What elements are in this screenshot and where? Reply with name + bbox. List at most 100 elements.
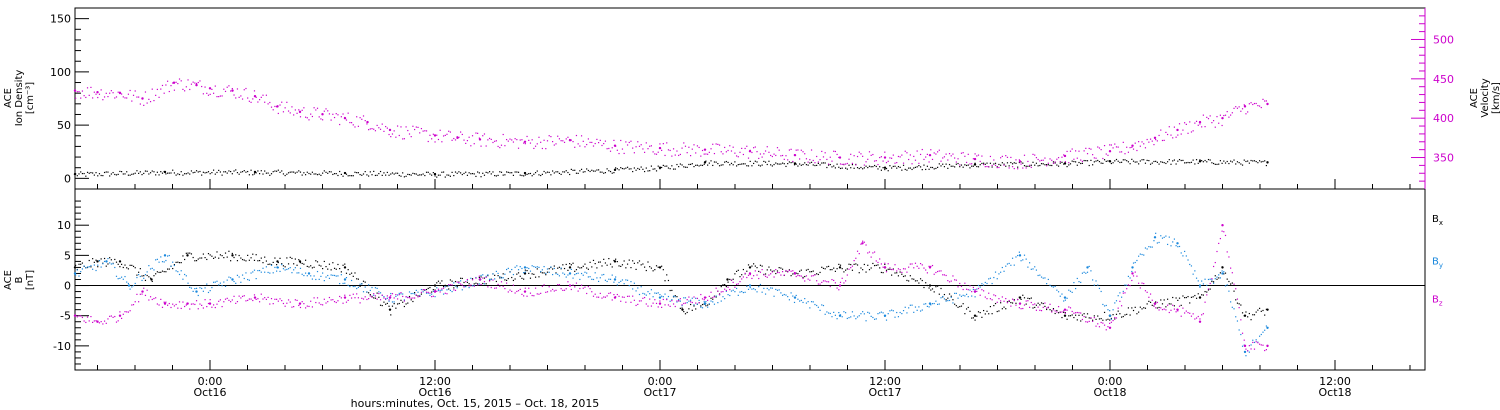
- density-series-sample: [940, 165, 942, 167]
- bz-series-point: [1063, 308, 1067, 311]
- bx-series-sample: [245, 260, 247, 262]
- by-series-sample: [90, 265, 92, 267]
- bz-series-sample: [659, 300, 661, 302]
- velocity-series-sample: [867, 158, 869, 160]
- velocity-series-sample: [120, 93, 123, 95]
- by-series-sample: [100, 266, 102, 268]
- velocity-series-sample: [662, 143, 664, 145]
- by-series-sample: [296, 272, 298, 274]
- by-series-sample: [989, 277, 992, 279]
- bx-series-sample: [224, 252, 227, 254]
- bz-series-sample: [98, 322, 101, 324]
- velocity-series-sample: [88, 94, 90, 96]
- density-series-sample: [826, 166, 828, 169]
- bx-series-point: [150, 278, 153, 281]
- bz-series-sample: [834, 282, 836, 284]
- bx-series-sample: [882, 272, 884, 274]
- bx-series-sample: [724, 283, 726, 286]
- velocity-series-sample: [652, 151, 654, 153]
- bx-series-sample: [354, 272, 356, 274]
- bx-series-sample: [81, 262, 84, 264]
- density-series-sample: [1197, 162, 1199, 164]
- by-series-sample: [195, 287, 198, 289]
- bx-series-sample: [972, 317, 974, 319]
- bx-series-sample: [281, 263, 283, 265]
- bz-series-sample: [577, 290, 579, 292]
- bz-series-sample: [398, 294, 400, 296]
- by-series-sample: [1182, 255, 1184, 257]
- velocity-series-sample: [1265, 100, 1267, 102]
- velocity-series-sample: [940, 160, 942, 162]
- bx-series-sample: [1081, 314, 1084, 316]
- density-series-sample: [892, 165, 894, 168]
- bz-series-sample: [202, 307, 204, 309]
- bz-series-sample: [238, 295, 240, 297]
- density-series-sample: [764, 161, 767, 163]
- by-series-sample: [1160, 235, 1162, 237]
- density-series-sample: [1149, 163, 1152, 165]
- velocity-series-sample: [1241, 108, 1244, 110]
- velocity-series-sample: [412, 125, 414, 127]
- velocity-series-sample: [1168, 126, 1170, 128]
- by-series-sample: [1184, 250, 1186, 253]
- bottom-panel-frame: [74, 188, 1426, 371]
- by-series-sample: [105, 260, 107, 262]
- by-series-sample: [959, 294, 961, 296]
- bz-series-sample: [615, 296, 617, 298]
- bx-series-sample: [177, 261, 179, 263]
- velocity-series-sample: [202, 93, 204, 95]
- bx-series-sample: [1095, 318, 1097, 320]
- by-series-sample: [1001, 266, 1003, 269]
- density-series-sample: [642, 168, 644, 170]
- bx-series-sample: [328, 263, 331, 265]
- density-series-sample: [998, 163, 1000, 166]
- by-series-sample: [1044, 277, 1046, 279]
- velocity-series-sample: [408, 133, 411, 135]
- bx-series-sample: [488, 279, 491, 281]
- bz-series-sample: [955, 279, 957, 281]
- density-series-sample: [1006, 162, 1009, 164]
- bz-series-sample: [655, 302, 658, 305]
- bx-series-sample: [1177, 299, 1179, 301]
- by-series-sample: [621, 279, 624, 281]
- by-series-sample: [781, 294, 784, 296]
- density-series-sample: [805, 164, 808, 166]
- bz-series-sample: [189, 308, 191, 310]
- bz-series-sample: [701, 298, 704, 300]
- density-series-sample: [470, 173, 472, 175]
- bz-series-sample: [623, 296, 625, 298]
- bz-series-sample: [1092, 320, 1094, 323]
- bz-series-sample: [1109, 322, 1111, 324]
- velocity-series-sample: [303, 107, 305, 109]
- velocity-series-point: [388, 128, 392, 132]
- velocity-series-sample: [286, 101, 288, 103]
- bz-series-sample: [1064, 312, 1066, 314]
- by-series-sample: [1172, 241, 1174, 243]
- velocity-series-sample: [797, 149, 799, 151]
- bx-series-sample: [379, 304, 382, 306]
- velocity-series-sample: [638, 145, 641, 147]
- bx-series-sample: [630, 267, 632, 269]
- bx-series-sample: [352, 275, 354, 277]
- velocity-series-sample: [805, 158, 808, 160]
- bz-series-sample: [480, 283, 482, 286]
- by-series-sample: [446, 289, 448, 291]
- velocity-series-sample: [623, 152, 625, 155]
- bx-series-sample: [664, 280, 666, 282]
- by-series-sample: [902, 309, 905, 312]
- by-series-sample: [1207, 278, 1210, 281]
- density-series-sample: [359, 173, 361, 176]
- bx-series-sample: [1201, 294, 1203, 296]
- velocity-series-sample: [770, 154, 772, 157]
- density-series-sample: [512, 174, 515, 176]
- by-series-sample: [724, 298, 726, 300]
- velocity-series-sample: [267, 103, 269, 105]
- bz-series-sample: [935, 271, 937, 274]
- density-series-sample: [1037, 165, 1039, 167]
- density-series-sample: [928, 168, 930, 170]
- density-series-sample: [1134, 161, 1136, 163]
- by-series-sample: [509, 271, 511, 273]
- velocity-series-sample: [817, 161, 819, 163]
- density-series-sample: [1097, 159, 1099, 162]
- bx-series-sample: [1056, 309, 1058, 312]
